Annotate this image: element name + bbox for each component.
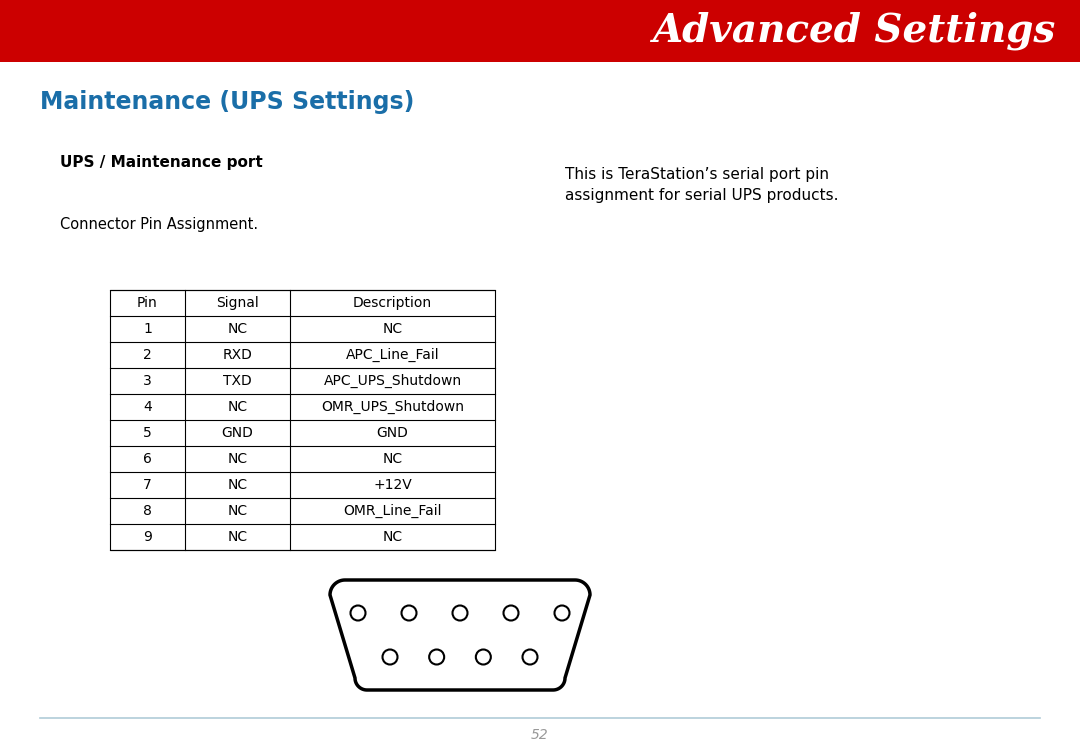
Circle shape: [453, 606, 468, 621]
Text: 6: 6: [387, 666, 393, 675]
Text: Maintenance (UPS Settings): Maintenance (UPS Settings): [40, 90, 415, 114]
Text: Connector Pin Assignment.: Connector Pin Assignment.: [60, 217, 258, 232]
Text: GND: GND: [221, 426, 254, 440]
Text: 5: 5: [558, 594, 565, 604]
Circle shape: [429, 649, 444, 665]
Bar: [110, 290, 495, 550]
Text: NC: NC: [228, 400, 247, 414]
Text: 7: 7: [144, 478, 152, 492]
Text: NC: NC: [228, 478, 247, 492]
Text: NC: NC: [382, 322, 403, 336]
Text: OMR_Line_Fail: OMR_Line_Fail: [343, 504, 442, 518]
Text: 8: 8: [143, 504, 152, 518]
Text: 9: 9: [143, 530, 152, 544]
Text: TXD: TXD: [224, 374, 252, 388]
Text: NC: NC: [228, 504, 247, 518]
Text: This is TeraStation’s serial port pin
assignment for serial UPS products.: This is TeraStation’s serial port pin as…: [565, 167, 838, 203]
Text: NC: NC: [228, 322, 247, 336]
Text: 1: 1: [143, 322, 152, 336]
Circle shape: [351, 606, 365, 621]
Text: 9: 9: [527, 666, 534, 675]
Text: Pin: Pin: [137, 296, 158, 310]
Text: Signal: Signal: [216, 296, 259, 310]
Text: 6: 6: [143, 452, 152, 466]
Text: UPS / Maintenance port: UPS / Maintenance port: [60, 155, 262, 170]
Circle shape: [523, 649, 538, 665]
Text: Advanced Settings: Advanced Settings: [651, 12, 1055, 50]
Text: 2: 2: [144, 348, 152, 362]
Text: 5: 5: [144, 426, 152, 440]
Text: 52: 52: [531, 728, 549, 742]
Text: Description: Description: [353, 296, 432, 310]
Text: 4: 4: [144, 400, 152, 414]
Text: RXD: RXD: [222, 348, 253, 362]
Circle shape: [382, 649, 397, 665]
Circle shape: [554, 606, 569, 621]
Text: NC: NC: [228, 452, 247, 466]
Text: APC_Line_Fail: APC_Line_Fail: [346, 348, 440, 362]
Circle shape: [402, 606, 417, 621]
Text: NC: NC: [382, 452, 403, 466]
Text: NC: NC: [382, 530, 403, 544]
Text: 1: 1: [354, 594, 362, 604]
Text: NC: NC: [228, 530, 247, 544]
Text: +12V: +12V: [373, 478, 411, 492]
Text: 3: 3: [144, 374, 152, 388]
Circle shape: [476, 649, 490, 665]
Text: GND: GND: [377, 426, 408, 440]
Text: APC_UPS_Shutdown: APC_UPS_Shutdown: [323, 374, 461, 388]
Bar: [0, 0, 1080, 62]
Polygon shape: [330, 580, 590, 690]
Circle shape: [503, 606, 518, 621]
Text: OMR_UPS_Shutdown: OMR_UPS_Shutdown: [321, 400, 464, 414]
